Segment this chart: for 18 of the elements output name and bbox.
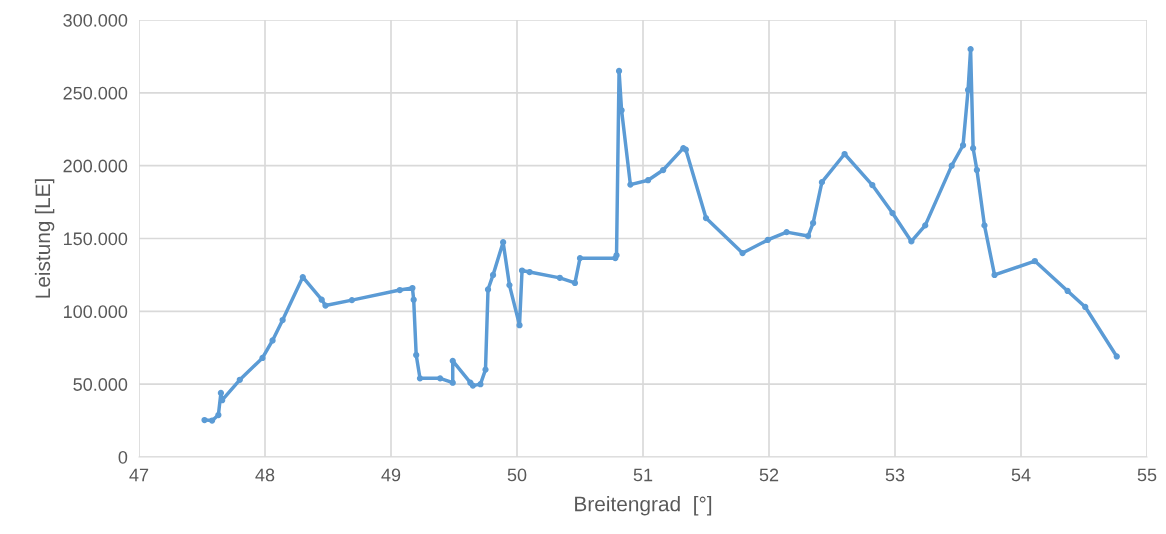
x-tick-label: 55	[1137, 468, 1157, 482]
x-tick-label: 53	[885, 468, 905, 482]
x-tick-label: 49	[381, 468, 401, 482]
y-axis-title: Leistung [LE]	[34, 179, 55, 298]
x-tick-label: 50	[507, 468, 527, 482]
x-axis-title: Breitengrad [°]	[575, 496, 712, 516]
y-tick-label: 200.000	[63, 159, 128, 173]
y-tick-label: 300.000	[63, 13, 128, 27]
x-tick-label: 47	[129, 468, 149, 482]
y-tick-label: 100.000	[64, 305, 128, 319]
y-tick-label: 0	[118, 450, 128, 464]
y-tick-label: 50.000	[73, 378, 128, 391]
x-tick-label: 52	[759, 468, 779, 482]
y-tick-label: 250.000	[63, 86, 128, 100]
y-tick-label: 150.000	[64, 232, 128, 246]
x-tick-label: 51	[633, 468, 653, 482]
x-tick-label: 48	[255, 468, 275, 482]
x-tick-label: 54	[1011, 468, 1031, 482]
